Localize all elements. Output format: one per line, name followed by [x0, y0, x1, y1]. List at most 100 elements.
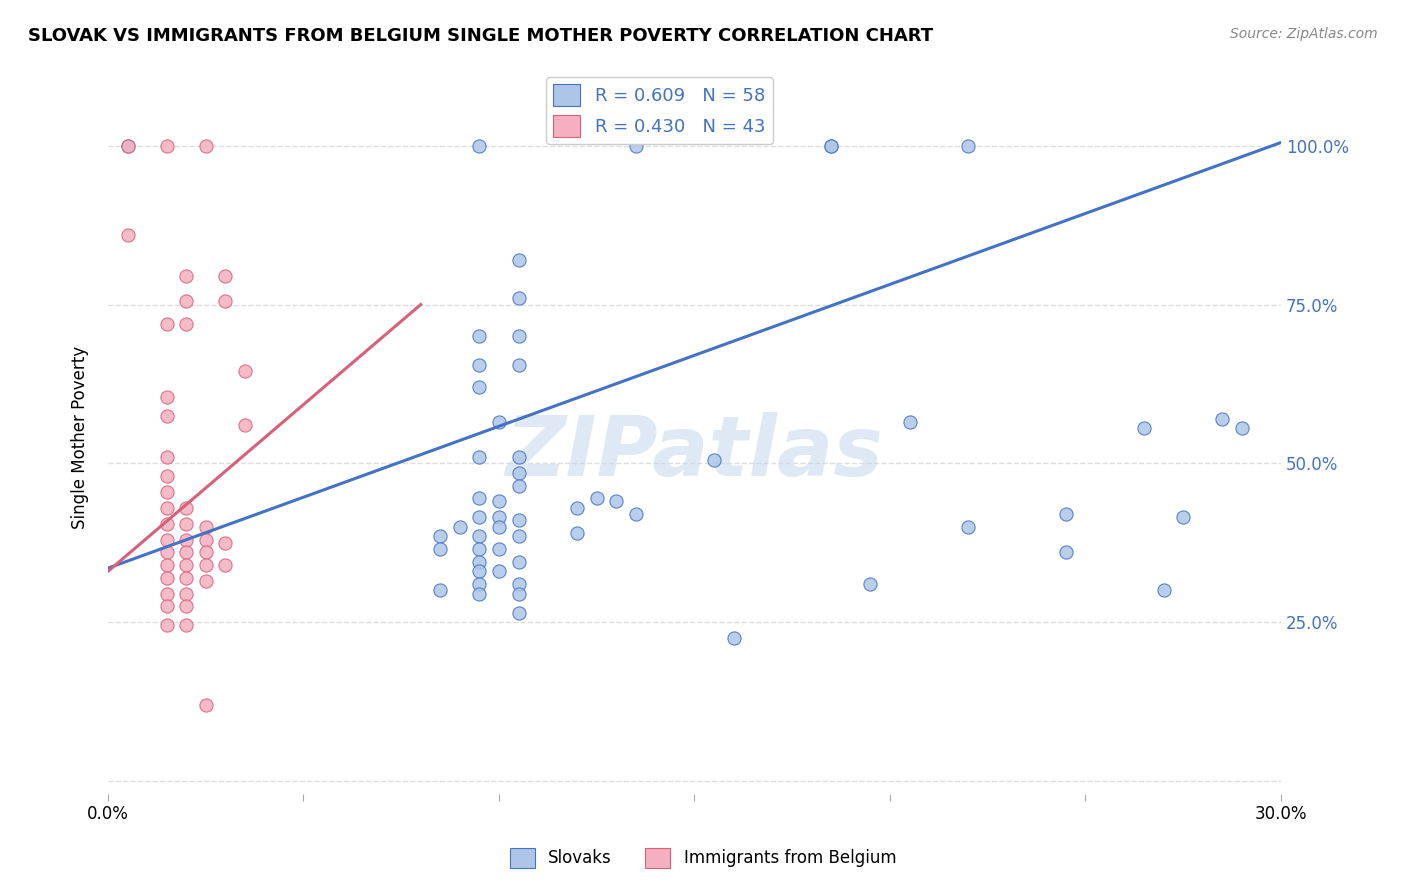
Point	[508, 450, 530, 464]
Point	[156, 409, 179, 423]
Point	[156, 500, 179, 515]
Point	[117, 138, 139, 153]
Point	[468, 542, 491, 557]
Point	[156, 599, 179, 614]
Point	[468, 586, 491, 600]
Point	[429, 583, 451, 598]
Point	[468, 564, 491, 578]
Point	[449, 520, 471, 534]
Point	[1153, 583, 1175, 598]
Point	[508, 358, 530, 372]
Point	[1211, 412, 1233, 426]
Point	[174, 599, 197, 614]
Point	[156, 618, 179, 632]
Point	[488, 415, 510, 429]
Point	[194, 545, 217, 559]
Point	[156, 516, 179, 531]
Point	[468, 138, 491, 153]
Point	[117, 227, 139, 242]
Point	[194, 574, 217, 588]
Point	[174, 317, 197, 331]
Point	[174, 533, 197, 547]
Point	[468, 491, 491, 506]
Point	[174, 294, 197, 309]
Point	[174, 586, 197, 600]
Point	[1054, 507, 1077, 521]
Point	[214, 558, 236, 572]
Point	[468, 510, 491, 524]
Point	[508, 586, 530, 600]
Point	[508, 555, 530, 569]
Point	[488, 494, 510, 508]
Point	[174, 500, 197, 515]
Point	[156, 484, 179, 499]
Point	[194, 533, 217, 547]
Legend: Slovaks, Immigrants from Belgium: Slovaks, Immigrants from Belgium	[503, 841, 903, 875]
Point	[859, 577, 882, 591]
Point	[957, 520, 980, 534]
Point	[174, 545, 197, 559]
Point	[585, 491, 607, 506]
Point	[1133, 421, 1156, 435]
Point	[156, 390, 179, 404]
Point	[488, 520, 510, 534]
Point	[214, 535, 236, 549]
Point	[174, 558, 197, 572]
Point	[723, 631, 745, 645]
Point	[1173, 510, 1195, 524]
Point	[567, 526, 589, 541]
Point	[214, 268, 236, 283]
Point	[156, 545, 179, 559]
Point	[174, 516, 197, 531]
Point	[194, 138, 217, 153]
Point	[605, 494, 627, 508]
Point	[468, 450, 491, 464]
Point	[174, 571, 197, 585]
Point	[174, 268, 197, 283]
Point	[898, 415, 921, 429]
Text: SLOVAK VS IMMIGRANTS FROM BELGIUM SINGLE MOTHER POVERTY CORRELATION CHART: SLOVAK VS IMMIGRANTS FROM BELGIUM SINGLE…	[28, 27, 934, 45]
Point	[957, 138, 980, 153]
Legend: R = 0.609   N = 58, R = 0.430   N = 43: R = 0.609 N = 58, R = 0.430 N = 43	[546, 77, 772, 145]
Point	[488, 542, 510, 557]
Point	[194, 558, 217, 572]
Point	[156, 533, 179, 547]
Point	[1054, 545, 1077, 559]
Point	[468, 529, 491, 543]
Point	[233, 364, 256, 378]
Point	[194, 698, 217, 712]
Point	[468, 329, 491, 343]
Point	[156, 558, 179, 572]
Point	[624, 138, 647, 153]
Point	[156, 469, 179, 483]
Point	[624, 507, 647, 521]
Point	[156, 571, 179, 585]
Point	[820, 138, 842, 153]
Point	[508, 291, 530, 305]
Text: ZIPatlas: ZIPatlas	[506, 411, 883, 492]
Point	[468, 380, 491, 394]
Point	[508, 466, 530, 480]
Point	[1230, 421, 1253, 435]
Point	[429, 542, 451, 557]
Point	[488, 564, 510, 578]
Point	[156, 317, 179, 331]
Point	[508, 606, 530, 620]
Point	[117, 138, 139, 153]
Point	[156, 586, 179, 600]
Point	[508, 329, 530, 343]
Text: Source: ZipAtlas.com: Source: ZipAtlas.com	[1230, 27, 1378, 41]
Point	[194, 520, 217, 534]
Point	[468, 358, 491, 372]
Point	[233, 418, 256, 433]
Point	[508, 514, 530, 528]
Point	[703, 453, 725, 467]
Point	[156, 450, 179, 464]
Point	[214, 294, 236, 309]
Point	[468, 577, 491, 591]
Point	[508, 577, 530, 591]
Point	[567, 500, 589, 515]
Point	[508, 478, 530, 492]
Y-axis label: Single Mother Poverty: Single Mother Poverty	[72, 346, 89, 530]
Point	[174, 618, 197, 632]
